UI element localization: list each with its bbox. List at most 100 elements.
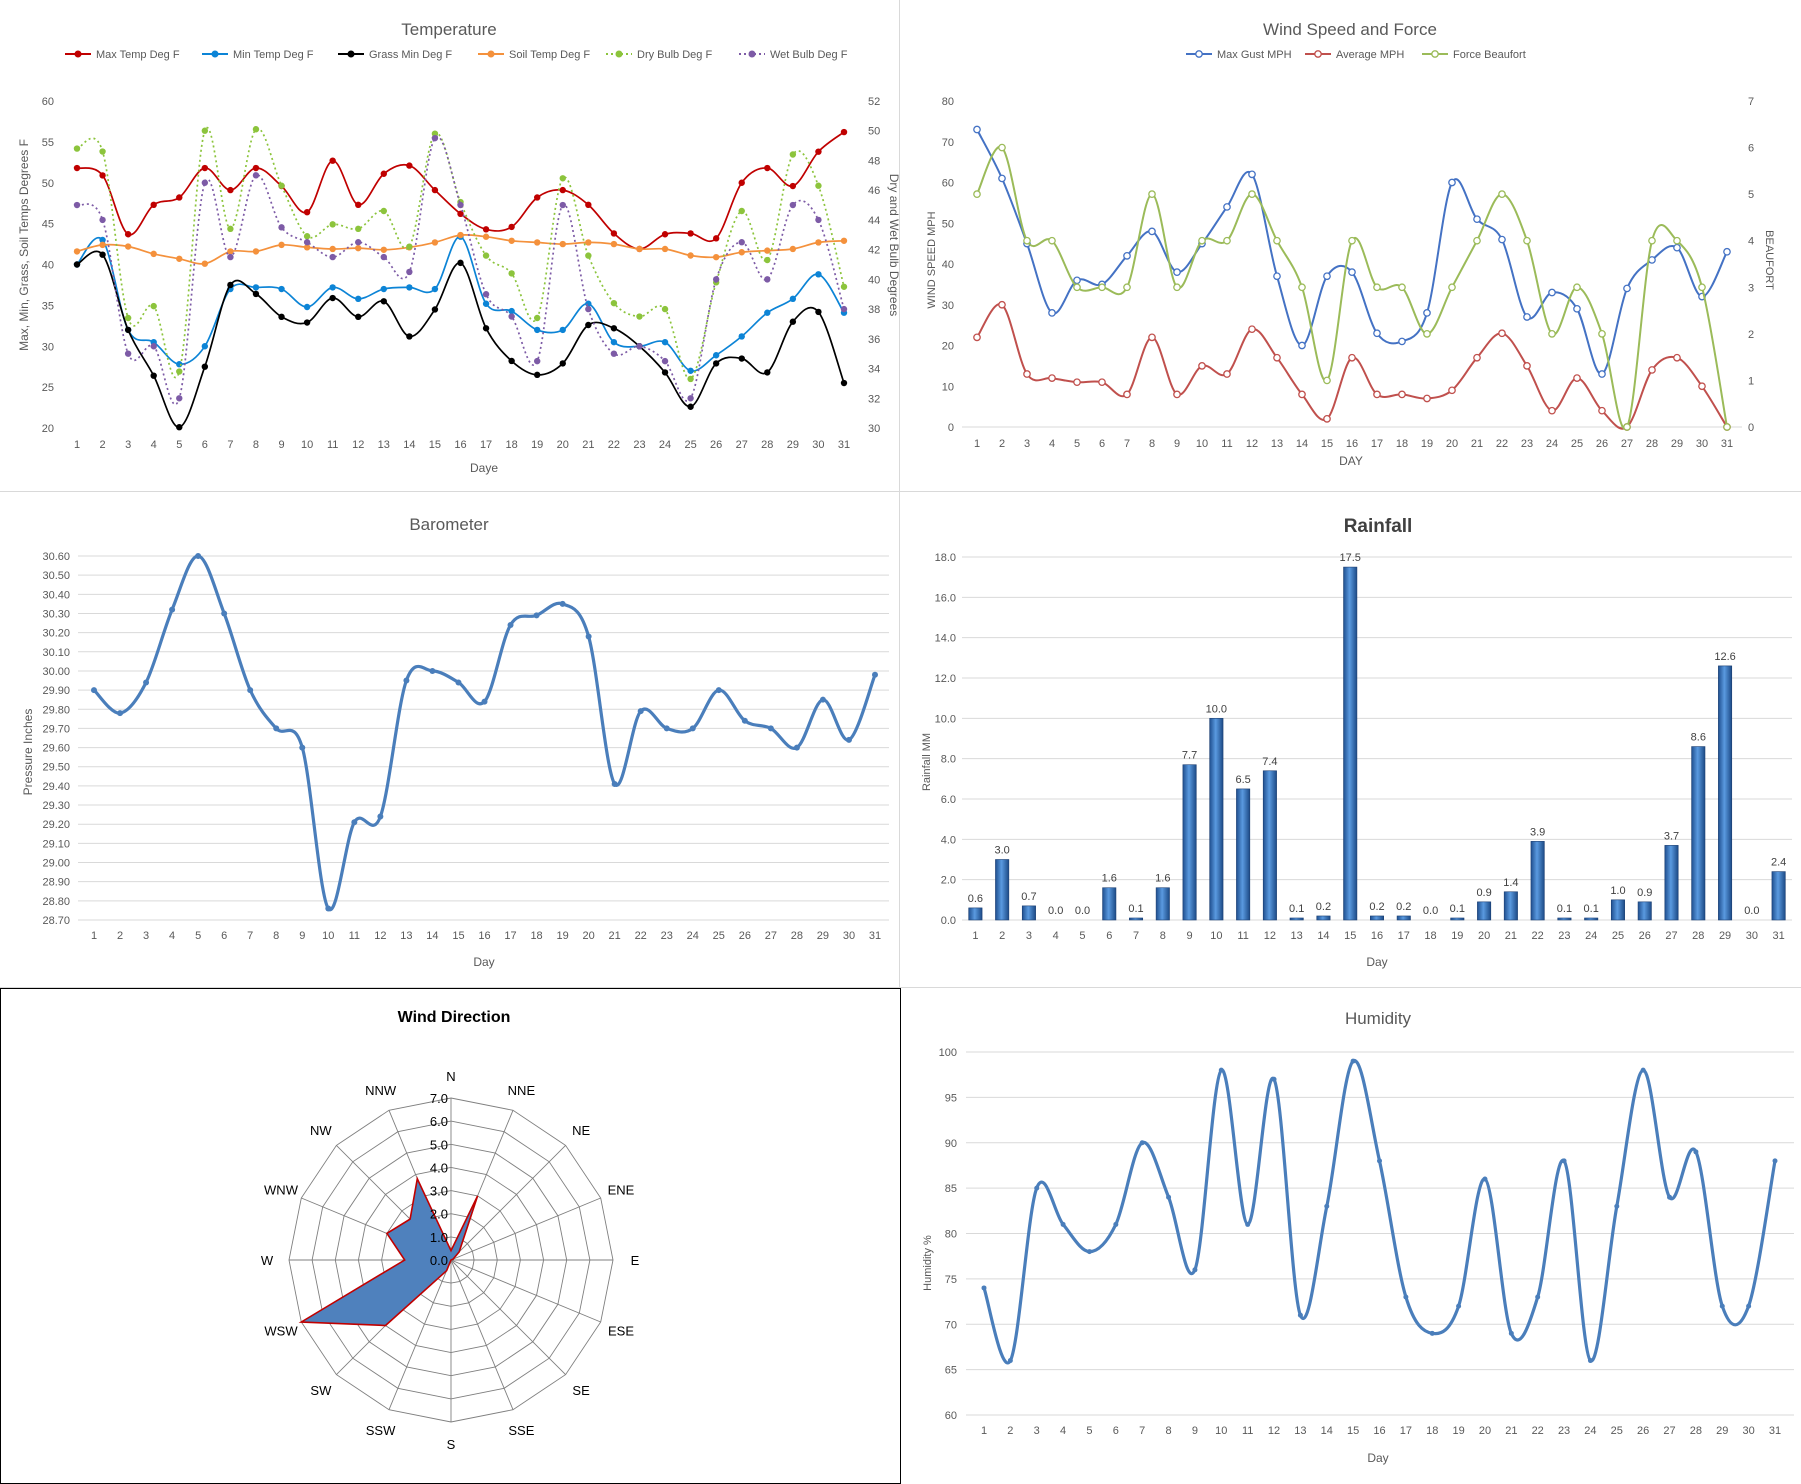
legend-label: Wet Bulb Deg F xyxy=(770,49,848,61)
y-tick-label: 40 xyxy=(942,259,954,271)
humidity-chart-title: Humidity xyxy=(1345,1009,1412,1028)
data-point xyxy=(377,813,384,820)
x-tick-label: 5 xyxy=(176,439,182,451)
rainfall-bar xyxy=(1396,915,1411,921)
rainfall-data-label: 0.6 xyxy=(968,893,983,905)
x-tick-label: 1 xyxy=(974,438,980,450)
data-point xyxy=(1772,1158,1778,1164)
rainfall-bar xyxy=(1236,788,1251,921)
x-tick-label: 28 xyxy=(1690,1425,1702,1437)
data-point xyxy=(1423,394,1431,403)
data-point xyxy=(482,233,490,240)
data-point xyxy=(840,128,848,136)
data-point xyxy=(1073,276,1081,285)
data-point xyxy=(764,256,771,264)
data-point xyxy=(815,182,822,189)
x-tick-label: 25 xyxy=(1571,438,1583,450)
y-tick-label: 100 xyxy=(939,1047,957,1059)
data-point xyxy=(1218,1067,1224,1073)
radial-tick-label: 3.0 xyxy=(430,1184,448,1199)
data-point xyxy=(534,239,541,246)
y2-tick-label: 44 xyxy=(868,215,880,227)
x-tick-label: 16 xyxy=(478,930,490,942)
rainfall-bar xyxy=(1370,915,1384,921)
data-point xyxy=(610,299,618,307)
data-point xyxy=(355,201,362,209)
data-point xyxy=(507,621,514,628)
x-tick-label: 1 xyxy=(972,930,978,942)
data-point xyxy=(1614,1203,1620,1209)
rainfall-data-label: 0.1 xyxy=(1557,903,1572,915)
data-point xyxy=(1587,1358,1593,1364)
series-line-wet-bulb-deg-f xyxy=(76,135,845,406)
data-point xyxy=(1693,1149,1699,1155)
x-tick-label: 25 xyxy=(1612,930,1624,942)
data-point xyxy=(325,905,332,912)
x-tick-label: 13 xyxy=(378,439,390,451)
data-point xyxy=(355,295,362,303)
data-point xyxy=(150,302,157,310)
rainfall-bar xyxy=(1771,871,1786,921)
data-point xyxy=(1473,215,1481,224)
legend-label: Soil Temp Deg F xyxy=(509,49,590,61)
data-point xyxy=(1498,190,1506,198)
y-tick-label: 55 xyxy=(42,137,54,149)
y-tick-label: 29.60 xyxy=(42,743,70,755)
data-point xyxy=(150,250,157,258)
data-point xyxy=(845,736,852,743)
data-point xyxy=(1640,1067,1646,1073)
data-point xyxy=(585,252,592,259)
data-point xyxy=(738,333,745,340)
x-tick-label: 19 xyxy=(531,439,543,451)
data-point xyxy=(738,355,745,362)
rainfall-y-axis-label: Rainfall MM xyxy=(921,733,933,791)
barometer-chart-title: Barometer xyxy=(409,515,489,534)
humidity-chart: Humidity Day Humidity % 6065707580859095… xyxy=(922,1009,1794,1465)
data-point xyxy=(981,1285,987,1291)
data-point xyxy=(559,201,566,209)
y-tick-label: 28.80 xyxy=(42,896,70,908)
wind-speed-x-axis-label: DAY xyxy=(1339,454,1363,468)
wind-speed-legend: Max Gust MPH Average MPH Force Beaufort xyxy=(1186,49,1526,61)
x-tick-label: 13 xyxy=(1291,930,1303,942)
data-point xyxy=(1048,309,1056,317)
x-tick-label: 30 xyxy=(1696,438,1708,450)
data-point xyxy=(1648,236,1656,245)
humidity-x-axis-label: Day xyxy=(1367,1451,1388,1465)
x-tick-label: 20 xyxy=(1478,930,1490,942)
data-point xyxy=(1648,366,1656,374)
rainfall-bar xyxy=(1584,917,1599,921)
data-point xyxy=(687,252,694,259)
data-point xyxy=(150,201,157,209)
data-point xyxy=(457,259,464,267)
temperature-chart-panel: Temperature Max Temp Deg F Min Temp Deg F… xyxy=(0,0,900,492)
data-point xyxy=(689,725,696,732)
y-tick-label: 95 xyxy=(945,1092,957,1104)
data-point xyxy=(176,255,183,262)
y-tick-label: 8.0 xyxy=(941,754,956,766)
data-point xyxy=(299,744,306,751)
data-point xyxy=(1148,227,1156,236)
data-point xyxy=(840,237,848,244)
x-tick-label: 6 xyxy=(1106,930,1112,942)
data-point xyxy=(840,283,848,290)
radar-spoke xyxy=(450,1259,601,1323)
radar-spoke xyxy=(450,1197,601,1261)
y-tick-label: 30.30 xyxy=(42,608,70,620)
data-point xyxy=(1719,1303,1725,1309)
x-tick-label: 22 xyxy=(1532,930,1544,942)
direction-label: NNW xyxy=(365,1083,397,1098)
data-point xyxy=(508,307,515,315)
y-tick-label: 60 xyxy=(42,96,54,108)
data-point xyxy=(124,314,132,322)
temperature-y2-axis-label: Dry and Wet Bulb Degrees xyxy=(887,174,899,317)
y2-tick-label: 6 xyxy=(1748,143,1754,155)
data-point xyxy=(585,201,592,209)
direction-label: NNE xyxy=(508,1083,536,1098)
data-point xyxy=(431,186,439,194)
x-tick-label: 14 xyxy=(1296,438,1308,450)
data-point xyxy=(278,241,285,249)
x-tick-label: 8 xyxy=(1166,1425,1172,1437)
wind-speed-y2-axis-label: BEAUFORT xyxy=(1763,230,1775,290)
x-tick-label: 17 xyxy=(1398,930,1410,942)
